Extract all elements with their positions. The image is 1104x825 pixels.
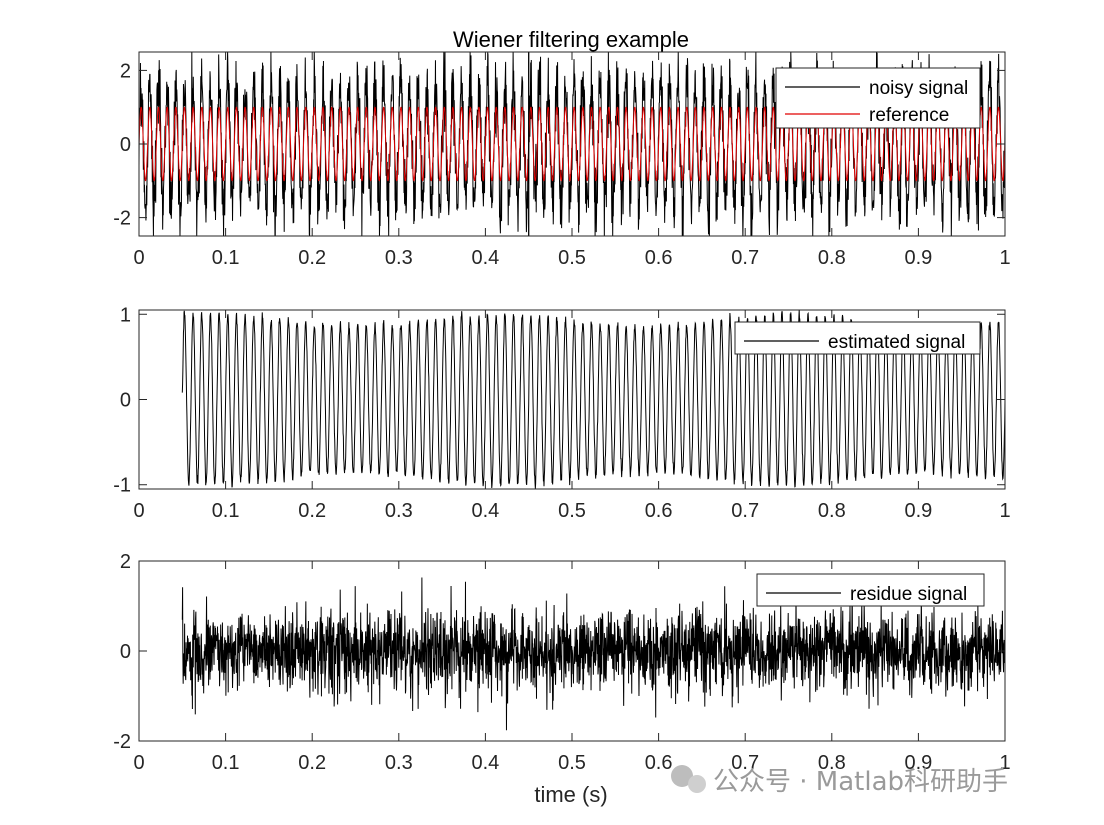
x-tick-label: 0.7 — [731, 500, 759, 522]
legend-box — [734, 321, 981, 355]
x-tick-label: 0.7 — [731, 247, 759, 269]
x-tick-label: 0 — [133, 500, 144, 522]
legend-box — [775, 67, 981, 129]
x-axis-label: time (s) — [534, 782, 607, 807]
x-tick-label: 1 — [999, 500, 1010, 522]
watermark-text: 公众号 · Matlab科研助手 — [713, 767, 1008, 797]
x-tick-label: 0.8 — [818, 247, 846, 269]
y-tick-label: 0 — [120, 641, 131, 663]
x-tick-label: 0 — [133, 247, 144, 269]
axes-estimated: 0 0.1 0.2 0.3 0.4 0.5 0.6 0.7 0.8 0.9 1-101estimat… — [113, 304, 1010, 522]
x-tick-label: 0.9 — [904, 500, 932, 522]
x-tick-label: 0.5 — [558, 752, 586, 774]
y-tick-label: 0 — [120, 390, 131, 412]
legend: residue signal — [756, 573, 985, 607]
y-tick-label: 1 — [120, 304, 131, 326]
y-tick-label: -2 — [113, 208, 131, 230]
x-tick-label: 0.4 — [471, 247, 499, 269]
y-tick-label: -1 — [113, 475, 131, 497]
x-tick-label: 0.1 — [212, 752, 240, 774]
x-tick-label: 0.2 — [298, 752, 326, 774]
x-tick-label: 0.6 — [645, 247, 673, 269]
x-tick-label: 0.6 — [645, 500, 673, 522]
x-tick-label: 0.7 — [731, 752, 759, 774]
x-tick-label: 0.8 — [818, 752, 846, 774]
x-tick-label: 0.5 — [558, 247, 586, 269]
x-tick-label: 0.2 — [298, 500, 326, 522]
legend-box — [756, 573, 985, 607]
figure-title: Wiener filtering example — [453, 27, 689, 52]
x-tick-label: 0.3 — [385, 752, 413, 774]
wechat-icon — [671, 765, 693, 787]
x-tick-label: 0.9 — [904, 752, 932, 774]
legend: estimated signal — [734, 321, 981, 355]
y-tick-label: 0 — [120, 134, 131, 156]
x-tick-label: 0.3 — [385, 247, 413, 269]
watermark: 公众号 · Matlab科研助手 — [671, 765, 1008, 797]
x-tick-label: 0.3 — [385, 500, 413, 522]
series-group — [181, 577, 1005, 731]
series-line-residue-signal — [181, 577, 1005, 731]
legend: noisy signal reference — [775, 67, 981, 129]
x-tick-label: 0.5 — [558, 500, 586, 522]
x-tick-label: 0.1 — [212, 500, 240, 522]
x-tick-label: 1 — [999, 752, 1010, 774]
y-tick-label: 2 — [120, 551, 131, 573]
legend-label: residue signal — [850, 584, 967, 605]
x-tick-label: 0.2 — [298, 247, 326, 269]
legend-label: noisy signal — [869, 78, 968, 99]
x-tick-label: 0.6 — [645, 752, 673, 774]
legend-label: reference — [869, 105, 949, 126]
y-tick-label: -2 — [113, 731, 131, 753]
axes-residue: 0 0.1 0.2 0.3 0.4 0.5 0.6 0.7 0.8 0.9 1-202residue… — [113, 551, 1010, 774]
x-tick-label: 0.4 — [471, 752, 499, 774]
x-tick-label: 0 — [133, 752, 144, 774]
legend-label: estimated signal — [828, 332, 965, 353]
wechat-icon-bubble — [688, 775, 706, 793]
x-tick-label: 0.8 — [818, 500, 846, 522]
x-tick-label: 0.1 — [212, 247, 240, 269]
x-tick-label: 1 — [999, 247, 1010, 269]
y-tick-label: 2 — [120, 60, 131, 82]
x-tick-label: 0.9 — [904, 247, 932, 269]
x-tick-label: 0.4 — [471, 500, 499, 522]
